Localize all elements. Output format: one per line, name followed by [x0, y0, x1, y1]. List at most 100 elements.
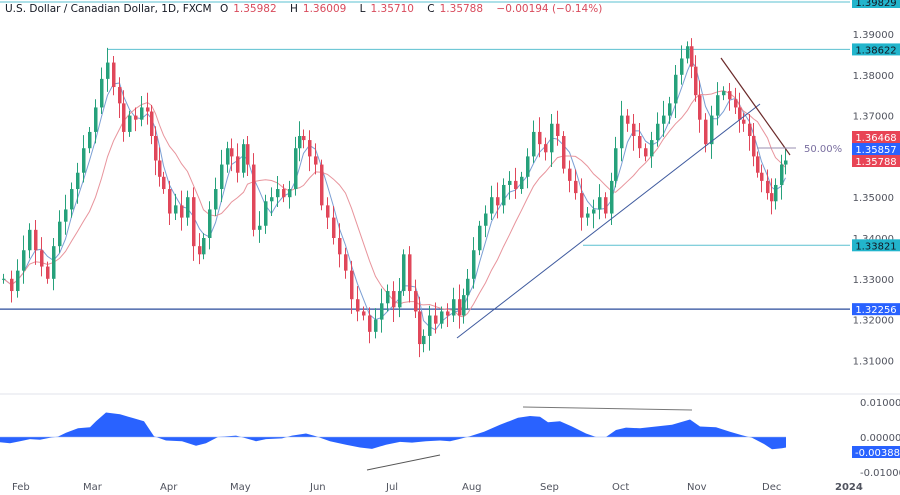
- time-label-jun: Jun: [309, 482, 326, 493]
- candle-up: [298, 136, 302, 149]
- price-tag-cyan[interactable]: [852, 239, 900, 252]
- candle-down: [496, 197, 500, 206]
- candle-down: [146, 107, 150, 112]
- candle-up: [276, 189, 280, 198]
- candle-down: [434, 315, 438, 324]
- candle-up: [242, 144, 246, 173]
- candle-down: [368, 315, 372, 332]
- time-label-may: May: [230, 482, 251, 493]
- price-tick-label: 1.35000: [853, 193, 894, 204]
- bullish-divergence-line[interactable]: [366, 454, 441, 471]
- candle-up: [380, 303, 384, 320]
- candle-down: [458, 299, 462, 316]
- candle-up: [386, 291, 390, 304]
- candle-up: [526, 156, 530, 177]
- oscillator-value-label: -0.00388: [855, 448, 900, 459]
- price-tag-cyan[interactable]: [852, 0, 900, 8]
- candle-down: [734, 99, 738, 108]
- candle-up: [186, 197, 190, 218]
- rising-trendline[interactable]: [456, 103, 761, 339]
- candle-up: [82, 148, 86, 173]
- price-axis[interactable]: 1.390001.380001.370001.350001.340001.330…: [852, 0, 900, 479]
- time-label-apr: Apr: [160, 482, 178, 493]
- candle-down: [252, 164, 256, 230]
- candle-down: [192, 197, 196, 247]
- candle-down: [332, 217, 336, 238]
- candle-up: [466, 278, 470, 296]
- candle-up: [614, 148, 618, 181]
- candle-up: [662, 115, 666, 124]
- candle-up: [722, 91, 726, 96]
- candle-up: [174, 205, 178, 214]
- bearish-divergence-line[interactable]: [522, 406, 693, 411]
- candle-up: [202, 238, 206, 255]
- price-tag-red[interactable]: [852, 155, 900, 167]
- price-tag-blue[interactable]: [852, 143, 900, 155]
- candle-up: [100, 78, 104, 108]
- candle-up: [374, 319, 378, 332]
- price-tag-label: 1.35788: [855, 157, 896, 168]
- candle-down: [766, 180, 770, 194]
- time-label-jul: Jul: [385, 482, 398, 493]
- candle-up: [680, 58, 684, 75]
- oscillator-tick-label: 0.00000: [860, 433, 900, 444]
- low-value: L 1.35710: [359, 3, 414, 15]
- candle-up: [472, 250, 476, 279]
- candle-up: [586, 213, 590, 218]
- price-tag-label: 1.39829: [855, 0, 896, 9]
- candle-down: [168, 189, 172, 214]
- oscillator-value-tag[interactable]: [852, 446, 900, 458]
- candle-down: [690, 46, 694, 67]
- candle-up: [58, 221, 62, 247]
- candle-up: [64, 209, 68, 222]
- candle-down: [122, 103, 126, 132]
- price-tick-label: 1.37000: [853, 112, 894, 123]
- price-tag-red[interactable]: [852, 131, 900, 143]
- drawings[interactable]: 50.00%: [456, 57, 842, 339]
- change-value: −0.00194 (−0.14%): [496, 3, 603, 15]
- candle-down: [162, 176, 166, 190]
- candle-down: [308, 140, 312, 157]
- candle-up: [598, 197, 602, 210]
- candle-up: [106, 62, 110, 79]
- candle-up: [668, 103, 672, 116]
- price-tag-label: 1.35857: [855, 145, 896, 156]
- time-label-dec: Dec: [762, 482, 781, 493]
- candle-down: [446, 311, 450, 316]
- candle-up: [428, 315, 432, 336]
- candle-up: [784, 160, 788, 165]
- time-axis[interactable]: Feb Mar Apr May Jun Jul Aug Sep Oct Nov Dec 2024: [12, 482, 863, 493]
- candle-down: [320, 164, 324, 206]
- price-tag-label: 1.33821: [855, 241, 896, 252]
- time-label-sep: Sep: [540, 482, 559, 493]
- candle-up: [258, 225, 262, 230]
- chart-header: U.S. Dollar / Canadian Dollar, 1D, FXCM …: [5, 3, 607, 15]
- candle-down: [698, 95, 702, 120]
- price-tag-label: 1.32256: [855, 305, 896, 316]
- candle-up: [674, 74, 678, 104]
- price-tick-label: 1.33000: [853, 275, 894, 286]
- oscillator-tick-label: 0.01000: [860, 398, 900, 409]
- candle-up: [140, 107, 144, 120]
- candle-up: [550, 123, 554, 153]
- candle-up: [452, 299, 456, 316]
- candle-down: [770, 193, 774, 202]
- price-tag-blue[interactable]: [852, 303, 900, 316]
- candle-up: [440, 311, 444, 324]
- candle-down: [742, 119, 746, 124]
- candle-down: [748, 123, 752, 136]
- time-label-mar: Mar: [83, 482, 103, 493]
- price-tag-cyan[interactable]: [852, 43, 900, 56]
- candle-up: [270, 197, 274, 202]
- candle-down: [632, 123, 636, 136]
- close-value: C 1.35788: [427, 3, 484, 15]
- candle-down: [118, 87, 122, 104]
- falling-trendline[interactable]: [720, 57, 791, 156]
- candle-up: [508, 180, 512, 185]
- oscillator-tick-label: -0.01000: [860, 468, 900, 479]
- candle-down: [414, 291, 418, 312]
- candle-up: [70, 189, 74, 210]
- candle-down: [246, 144, 250, 165]
- candle-down: [760, 172, 764, 181]
